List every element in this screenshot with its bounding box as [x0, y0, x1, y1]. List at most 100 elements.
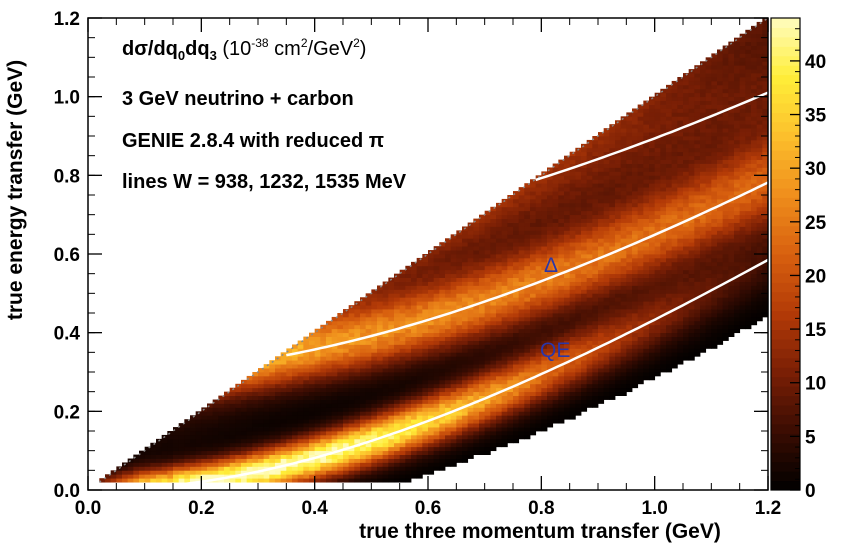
heatmap-cell [688, 293, 695, 298]
heatmap-cell [626, 128, 633, 133]
heatmap-cell [598, 281, 605, 286]
heatmap-cell [700, 96, 707, 101]
heatmap-cell [609, 238, 616, 243]
heatmap-cell [524, 234, 531, 239]
heatmap-cell [450, 328, 457, 334]
heatmap-cell [360, 434, 367, 440]
heatmap-cell [507, 313, 514, 318]
heatmap-cell [694, 210, 701, 216]
heatmap-cell [382, 336, 389, 341]
heatmap-cell [326, 446, 333, 452]
heatmap-cell [433, 403, 440, 408]
heatmap-cell [564, 214, 571, 219]
heatmap-cell [450, 242, 457, 247]
heatmap-cell [292, 454, 299, 459]
heatmap-cell [371, 423, 378, 428]
heatmap-cell [507, 226, 514, 231]
heatmap-cell [700, 246, 707, 251]
heatmap-cell [637, 328, 644, 334]
heatmap-cell [445, 340, 452, 345]
heatmap-cell [564, 281, 571, 286]
heatmap-cell [643, 289, 650, 294]
heatmap-cell [348, 415, 355, 420]
heatmap-cell [586, 368, 593, 373]
heatmap-cell [666, 100, 673, 105]
heatmap-cell [422, 470, 429, 475]
heatmap-cell [286, 348, 293, 353]
heatmap-cell [201, 454, 208, 459]
heatmap-cell [224, 434, 231, 440]
heatmap-cell [371, 340, 378, 345]
heatmap-cell [394, 336, 401, 341]
heatmap-cell [513, 399, 520, 404]
heatmap-cell [360, 375, 367, 381]
heatmap-cell [218, 419, 225, 424]
heatmap-cell [507, 431, 514, 436]
heatmap-cell [671, 112, 678, 117]
heatmap-cell [586, 403, 593, 408]
heatmap-cell [581, 195, 588, 200]
heatmap-cell [654, 320, 661, 326]
heatmap-cell [484, 234, 491, 239]
heatmap-cell [394, 281, 401, 286]
heatmap-cell [297, 372, 304, 377]
heatmap-cell [586, 391, 593, 396]
heatmap-cell [637, 261, 644, 267]
heatmap-cell [649, 281, 656, 286]
heatmap-cell [331, 387, 338, 393]
heatmap-cell [524, 309, 531, 314]
heatmap-cell [649, 246, 656, 251]
heatmap-cell [643, 324, 650, 330]
heatmap-cell [626, 313, 633, 318]
heatmap-cell [700, 132, 707, 137]
heatmap-cell [303, 391, 310, 396]
heatmap-cell [575, 297, 582, 302]
heatmap-cell [445, 269, 452, 275]
heatmap-cell [150, 470, 157, 475]
heatmap-cell [637, 320, 644, 326]
heatmap-cell [575, 395, 582, 400]
heatmap-cell [513, 230, 520, 235]
heatmap-cell [598, 395, 605, 400]
heatmap-cell [422, 320, 429, 326]
heatmap-cell [490, 442, 497, 448]
heatmap-cell [269, 470, 276, 475]
heatmap-cell [649, 143, 656, 149]
heatmap-cell [411, 427, 418, 432]
heatmap-cell [677, 273, 684, 278]
heatmap-cell [620, 218, 627, 223]
heatmap-cell [569, 159, 576, 164]
heatmap-cell [660, 159, 667, 164]
heatmap-cell [564, 210, 571, 216]
heatmap-cell [535, 257, 542, 263]
heatmap-cell [371, 301, 378, 306]
heatmap-cell [445, 454, 452, 459]
heatmap-cell [331, 352, 338, 357]
heatmap-cell [314, 403, 321, 408]
heatmap-cell [484, 222, 491, 227]
heatmap-cell [660, 191, 667, 196]
heatmap-cell [671, 320, 678, 326]
heatmap-cell [286, 383, 293, 389]
heatmap-cell [371, 364, 378, 369]
heatmap-cell [513, 265, 520, 271]
heatmap-cell [677, 356, 684, 361]
heatmap-cell [286, 431, 293, 436]
heatmap-cell [569, 179, 576, 184]
heatmap-cell [326, 372, 333, 377]
heatmap-cell [428, 419, 435, 424]
heatmap-cell [286, 450, 293, 455]
heatmap-cell [394, 316, 401, 322]
heatmap-cell [422, 356, 429, 361]
heatmap-cell [564, 372, 571, 377]
heatmap-cell [643, 273, 650, 278]
heatmap-cell [615, 143, 622, 149]
heatmap-cell [649, 313, 656, 318]
heatmap-cell [507, 316, 514, 322]
heatmap-cell [558, 293, 565, 298]
heatmap-cell [654, 163, 661, 168]
heatmap-cell [405, 478, 412, 483]
heatmap-cell [246, 419, 253, 424]
heatmap-cell [439, 356, 446, 361]
heatmap-cell [649, 348, 656, 353]
